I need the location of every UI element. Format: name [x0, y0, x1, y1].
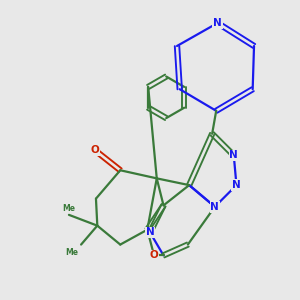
Text: O: O [90, 145, 99, 155]
Text: N: N [211, 202, 219, 212]
Text: N: N [230, 150, 238, 161]
Text: O: O [150, 250, 158, 260]
Text: N: N [146, 227, 154, 237]
Text: Me: Me [65, 248, 78, 256]
Text: Me: Me [62, 204, 75, 213]
Text: N: N [213, 18, 222, 28]
Text: N: N [232, 180, 241, 190]
